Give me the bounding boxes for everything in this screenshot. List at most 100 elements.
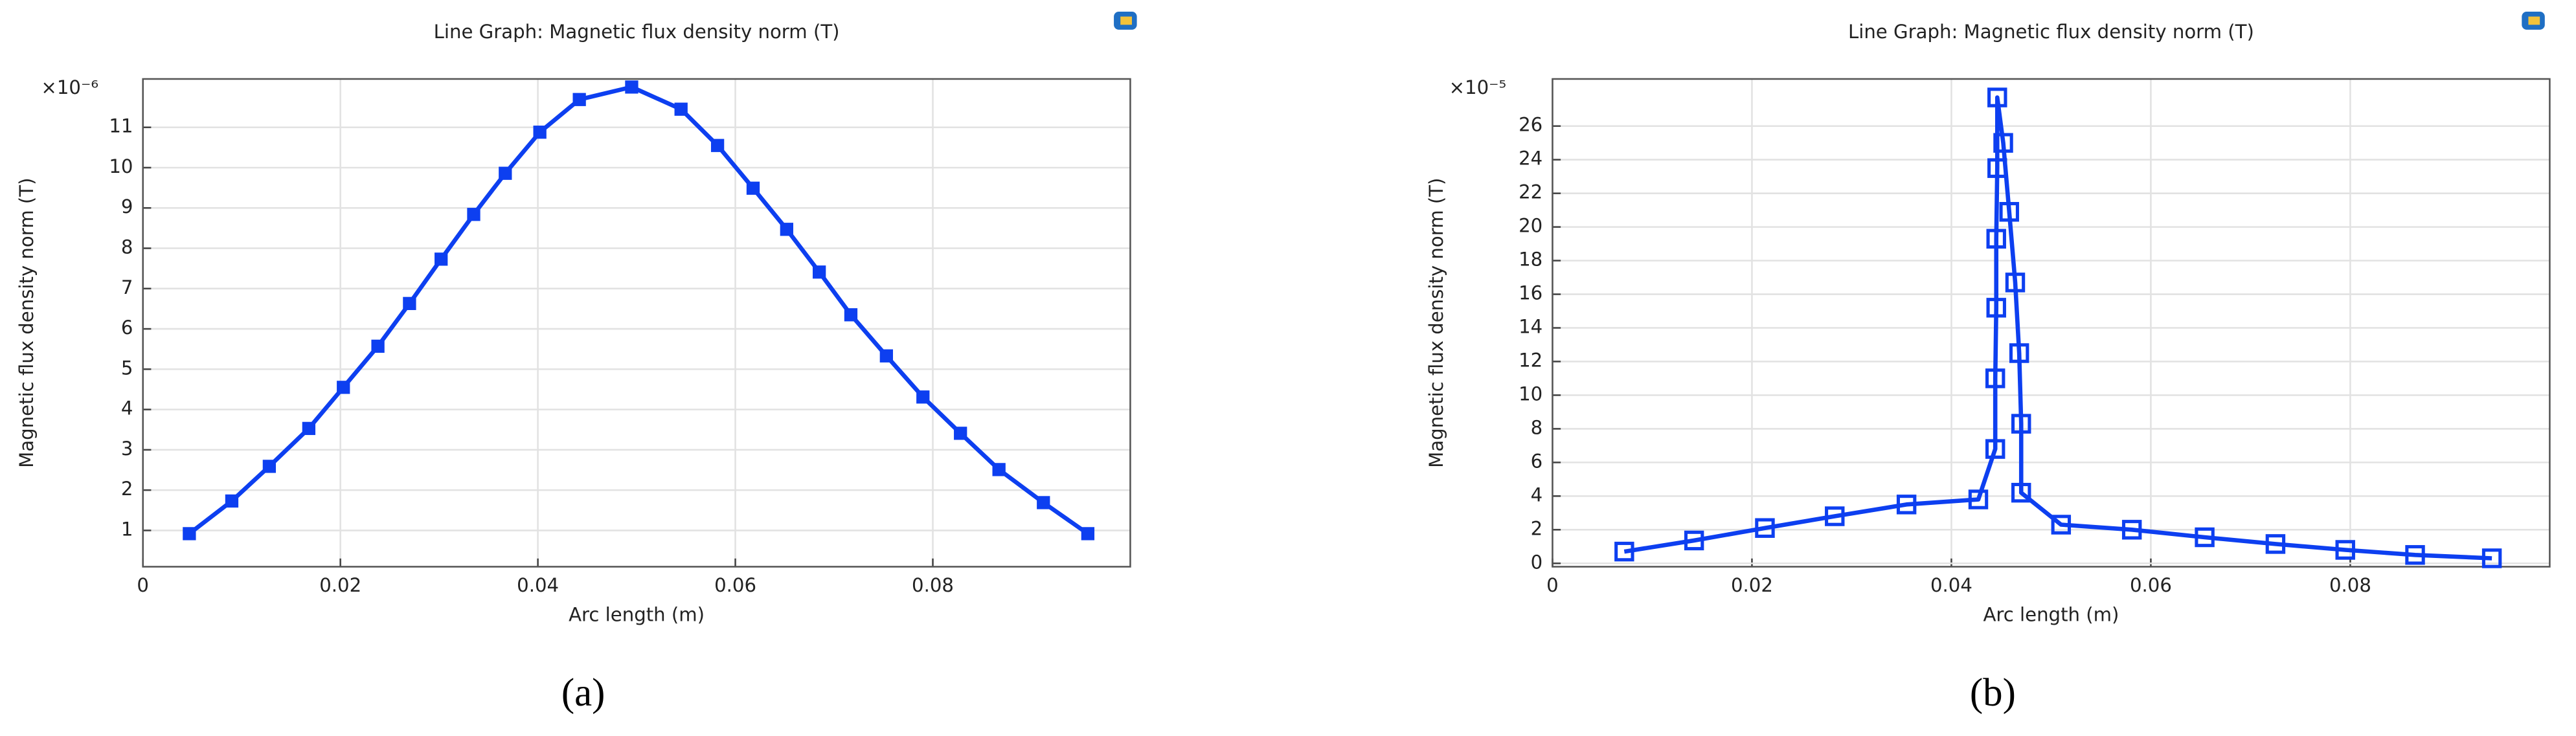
y-tick-label: 12 (1519, 349, 1542, 371)
marker (572, 93, 586, 106)
line (1623, 95, 2492, 561)
y-tick-label: 3 (121, 438, 133, 460)
y-tick-label: 14 (1519, 316, 1542, 338)
chart-title: Line Graph: Magnetic flux density norm (… (1848, 21, 2254, 43)
chart-title: Line Graph: Magnetic flux density norm (… (434, 21, 840, 43)
marker (1755, 518, 1775, 538)
marker (1614, 541, 1634, 562)
x-tick-label: 0 (1546, 574, 1559, 596)
y-tick-label: 22 (1519, 181, 1542, 203)
y-tick-label: 6 (121, 317, 133, 339)
line (188, 85, 1089, 536)
y-tick-label: 18 (1519, 249, 1542, 271)
x-tick-label: 0.04 (1930, 574, 1972, 596)
marker (302, 421, 316, 436)
marker (2265, 534, 2286, 554)
y-tick-label: 8 (1531, 416, 1543, 438)
marker (403, 296, 416, 310)
marker (435, 252, 448, 266)
y-tick-label: 16 (1519, 282, 1542, 304)
marker (879, 349, 893, 362)
marker (2005, 273, 2026, 293)
marker (954, 427, 967, 440)
marker (2481, 548, 2502, 568)
marker (992, 463, 1006, 476)
x-tick-label: 0.02 (319, 574, 361, 596)
marker (1081, 527, 1095, 541)
marker (1987, 87, 2007, 107)
marker (674, 102, 688, 116)
y-tick-label: 20 (1519, 215, 1542, 237)
marker (1968, 489, 1989, 509)
y-tick-label: 7 (121, 276, 133, 298)
y-tick-label: 26 (1519, 114, 1542, 136)
marker (1986, 229, 2006, 249)
marker (1993, 133, 2013, 153)
y-tick-label: 4 (121, 397, 133, 419)
x-tick-label: 0.08 (912, 574, 954, 596)
caption: (b) (1970, 671, 2016, 715)
y-tick-label: 10 (109, 155, 133, 177)
x-tick-label: 0.02 (1731, 574, 1773, 596)
marker (813, 265, 826, 279)
x-tick-label: 0.06 (714, 574, 756, 596)
marker (262, 460, 277, 473)
marker (1999, 202, 2019, 222)
y-tick-label: 11 (109, 115, 133, 137)
x-axis-label: Arc length (m) (569, 604, 705, 626)
x-tick-label: 0.04 (517, 574, 559, 596)
marker (2195, 527, 2215, 548)
marker (2121, 520, 2142, 540)
marker (2051, 515, 2072, 535)
icon (2522, 11, 2545, 30)
marker (780, 223, 793, 236)
x-tick-label: 0 (137, 574, 149, 596)
marker (371, 339, 385, 353)
marker (844, 308, 858, 322)
y-axis-label: Magnetic flux density norm (T) (16, 178, 38, 468)
y-tick-label: 6 (1531, 450, 1543, 472)
marker (1684, 530, 1704, 551)
y-tick-label: 4 (1531, 484, 1543, 506)
y-tick-label: 10 (1519, 383, 1542, 405)
marker (1896, 495, 1917, 515)
marker (467, 208, 480, 221)
y-tick-label: 2 (121, 478, 133, 500)
y-multiplier: ×10⁻⁵ (1449, 76, 1507, 98)
marker (1037, 496, 1050, 509)
y-tick-label: 1 (121, 518, 133, 540)
marker (499, 166, 512, 180)
marker (916, 390, 930, 404)
y-axis-label: Magnetic flux density norm (T) (1425, 178, 1447, 468)
y-tick-label: 0 (1531, 551, 1543, 573)
marker (2011, 414, 2031, 434)
x-tick-label: 0.08 (2329, 574, 2371, 596)
marker (225, 494, 239, 508)
marker (533, 126, 547, 139)
icon (1114, 11, 1137, 30)
marker (625, 80, 638, 94)
marker (1987, 158, 2007, 178)
marker (710, 139, 725, 152)
marker (2011, 482, 2031, 503)
y-multiplier: ×10⁻⁶ (41, 76, 98, 98)
marker (337, 381, 350, 394)
plot-frame (1552, 78, 2551, 568)
y-tick-label: 5 (121, 357, 133, 379)
marker (1985, 368, 2005, 388)
marker (1986, 298, 2006, 318)
marker (746, 181, 760, 195)
plot-frame (142, 78, 1131, 568)
y-tick-label: 2 (1531, 517, 1543, 539)
x-tick-label: 0.06 (2130, 574, 2172, 596)
y-tick-label: 9 (121, 195, 133, 217)
y-tick-label: 24 (1519, 148, 1542, 170)
marker (2009, 343, 2029, 363)
x-axis-label: Arc length (m) (1983, 604, 2119, 626)
caption: (a) (561, 671, 605, 715)
marker (1825, 506, 1845, 526)
marker (183, 527, 196, 541)
marker (1985, 439, 2005, 459)
y-tick-label: 8 (121, 236, 133, 258)
